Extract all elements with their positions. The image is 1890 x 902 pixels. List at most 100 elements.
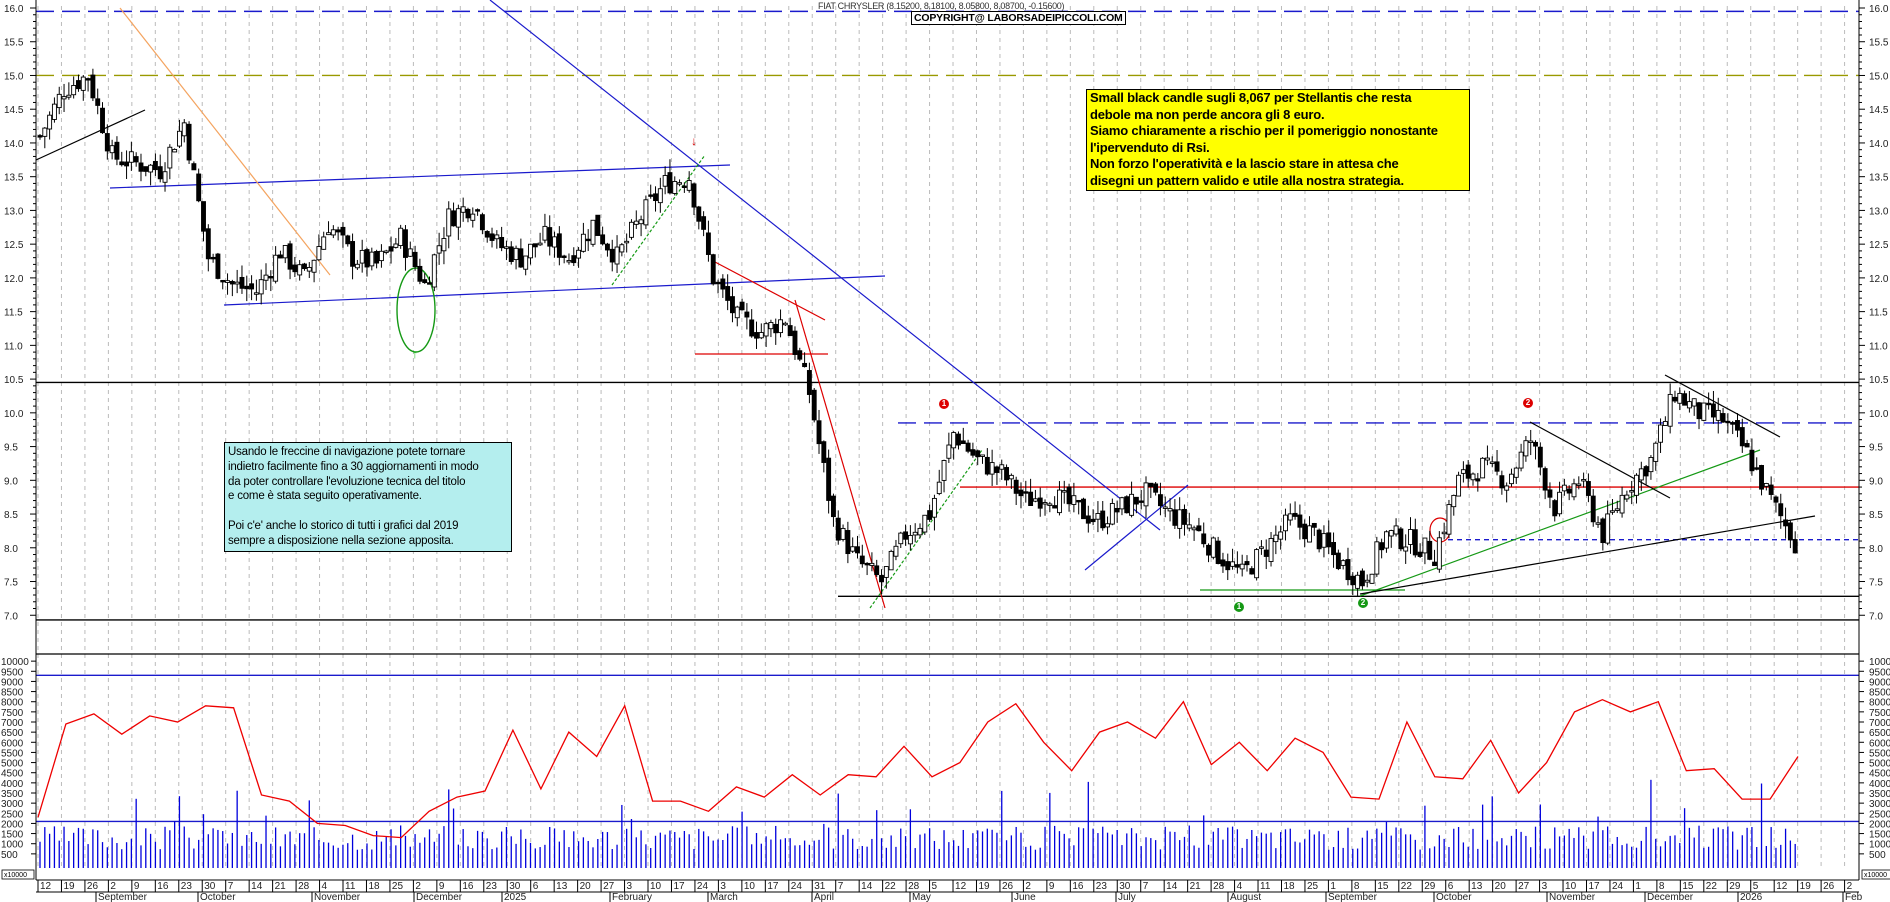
trendline (1359, 449, 1761, 597)
candle-body (335, 229, 341, 233)
day-tick-label: 10 (744, 881, 756, 892)
candle-body (1085, 515, 1091, 524)
candle-body (499, 236, 505, 249)
candle-body (1028, 491, 1034, 506)
month-label: September (1328, 892, 1378, 902)
candle-body (758, 332, 764, 339)
candle-body (1715, 409, 1721, 421)
price-tick-label: 12.0 (1869, 274, 1889, 285)
price-tick-label: 8.0 (1869, 544, 1883, 555)
price-tick-label: 10.0 (1869, 409, 1889, 420)
day-tick-label: 8 (1659, 881, 1665, 892)
month-label: May (912, 892, 931, 902)
candle-body (1124, 496, 1130, 514)
day-tick-label: 18 (368, 881, 380, 892)
candle-body (1177, 509, 1183, 529)
candle-body (1321, 533, 1327, 548)
candle-body (1783, 519, 1789, 527)
candle-body (1076, 499, 1082, 503)
volume-tick-label: 1500 (1869, 830, 1890, 841)
candle-body (768, 322, 774, 330)
candle-body (1302, 523, 1308, 540)
candle-body (326, 232, 331, 236)
price-tick-label: 12.0 (4, 274, 24, 285)
candle-body (191, 163, 197, 171)
candle-body (1133, 496, 1139, 505)
candle-body (1792, 539, 1798, 554)
candle-body (1316, 529, 1322, 550)
candle-body (1475, 478, 1481, 482)
volume-tick-label: 5000 (1869, 759, 1890, 770)
candle-body (629, 221, 634, 238)
candle-body (249, 283, 255, 290)
arrow-up-icon: ↑ (412, 347, 418, 361)
candle-body (287, 243, 293, 270)
candle-body (701, 216, 707, 230)
candle-body (1706, 402, 1712, 406)
volume-tick-label: 2500 (1, 809, 24, 820)
candle-body (1230, 561, 1236, 567)
day-tick-label: 7 (838, 881, 844, 892)
candle-body (1196, 525, 1202, 532)
candle-body (989, 462, 995, 475)
candle-body (960, 440, 966, 445)
candle-body (354, 263, 360, 269)
candle-body (749, 319, 755, 337)
candle-body (797, 350, 803, 360)
candle-body (1225, 561, 1231, 571)
day-tick-label: 17 (1588, 881, 1600, 892)
candle-body (845, 530, 851, 555)
month-label: August (1230, 892, 1261, 902)
trendline (611, 154, 706, 286)
candle-body (552, 236, 557, 248)
candle-body (730, 296, 735, 314)
candle-body (874, 565, 880, 576)
candle-body (821, 441, 827, 463)
candle-body (1523, 440, 1529, 457)
candle-body (1340, 560, 1346, 566)
candle-body (1456, 474, 1462, 497)
candle-body (1220, 559, 1226, 567)
candle-body (321, 236, 327, 250)
candle-body (518, 248, 524, 268)
day-tick-label: 9 (439, 881, 445, 892)
candle-body (1364, 579, 1370, 583)
candle-body (1215, 540, 1221, 564)
candle-body (383, 250, 389, 253)
candle-body (388, 246, 394, 252)
candle-body (359, 249, 365, 264)
candle-body (1297, 514, 1303, 528)
month-label: November (314, 892, 361, 902)
candle-body (100, 107, 105, 134)
day-tick-label: 17 (767, 881, 779, 892)
trendline (35, 109, 146, 161)
candle-body (42, 127, 48, 137)
candle-body (595, 214, 601, 236)
candle-body (374, 251, 380, 264)
candle-body (705, 232, 711, 255)
price-tick-label: 13.5 (1869, 173, 1889, 184)
candle-body (172, 148, 178, 153)
candle-body (1095, 513, 1101, 520)
candle-body (1278, 531, 1284, 540)
candle-body (1307, 525, 1312, 543)
candle-body (917, 527, 923, 536)
day-tick-label: 11 (1260, 881, 1271, 892)
day-tick-label: 16 (157, 881, 169, 892)
candle-body (1499, 475, 1505, 489)
candle-body (71, 85, 77, 96)
candle-body (451, 210, 457, 227)
day-tick-label: 23 (486, 881, 498, 892)
candle-body (268, 276, 274, 279)
price-tick-label: 13.0 (4, 206, 24, 217)
candle-body (56, 93, 62, 109)
trendline (794, 299, 886, 609)
candle-body (1470, 473, 1476, 481)
candle-body (571, 255, 577, 264)
day-tick-label: 12 (1776, 881, 1788, 892)
candle-body (465, 208, 471, 219)
candle-body (1090, 518, 1096, 523)
month-label: July (1118, 892, 1136, 902)
candle-body (662, 175, 668, 187)
volume-oscillator-line (37, 698, 1799, 839)
